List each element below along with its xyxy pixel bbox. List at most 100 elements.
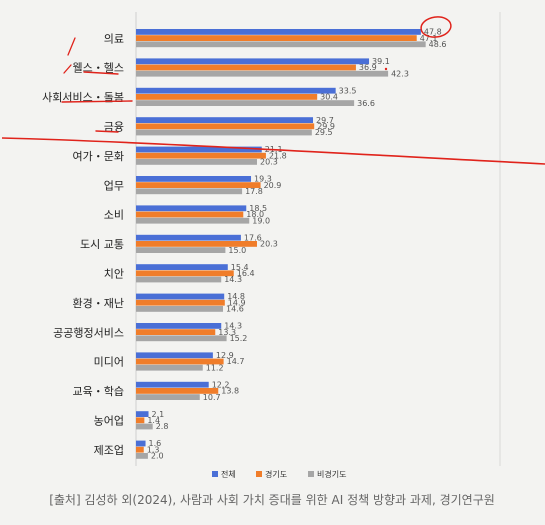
legend-label: 비경기도: [317, 469, 346, 479]
bar: [136, 146, 262, 153]
bar: [136, 234, 241, 241]
legend-swatch: [256, 471, 262, 477]
value-label: 15.0: [228, 246, 246, 255]
category-label: 미디어: [94, 356, 124, 369]
value-label: 15.2: [230, 334, 248, 343]
red-dot-mark: [384, 67, 388, 71]
handwritten-annotations: [1, 16, 545, 165]
bar: [136, 58, 370, 65]
bar: [136, 446, 144, 453]
value-label: 14.8: [227, 292, 245, 301]
category-label: 교육・학습: [73, 385, 124, 398]
bar: [136, 364, 203, 371]
category-label: 의료: [104, 32, 124, 45]
value-label: 13.8: [221, 387, 239, 396]
red-underline: [61, 100, 133, 103]
bar: [136, 394, 200, 400]
bar: [136, 381, 209, 388]
value-label: 11.2: [206, 363, 224, 372]
bar: [136, 352, 213, 359]
value-label: 15.4: [231, 263, 249, 272]
bar: [136, 35, 417, 41]
bar: [136, 41, 426, 48]
value-label: 47.8: [424, 28, 442, 37]
value-label: 36.9: [359, 63, 377, 72]
bar: [136, 129, 312, 136]
bar: [136, 176, 252, 182]
bar: [136, 323, 222, 329]
bar: [136, 293, 225, 300]
legend-swatch: [308, 471, 314, 477]
value-label: 47.1: [420, 34, 438, 43]
bar: [136, 188, 243, 195]
value-label: 29.5: [315, 128, 333, 137]
value-label: 13.3: [218, 328, 236, 337]
value-label: 14.9: [228, 298, 246, 307]
value-label: 2.1: [152, 410, 165, 419]
bar: [136, 205, 247, 212]
red-tick-mark: [63, 64, 72, 74]
value-label: 17.6: [244, 233, 262, 242]
value-label: 20.3: [260, 158, 278, 167]
bar: [136, 276, 222, 283]
category-label: 도시 교통: [80, 238, 124, 251]
legend-label: 경기도: [265, 469, 287, 479]
bar: [136, 64, 356, 71]
bar: [136, 388, 219, 394]
value-label: 14.7: [227, 357, 245, 366]
value-label: 21.8: [269, 151, 287, 160]
red-circle-mark: [420, 16, 452, 38]
category-label: 제조업: [94, 444, 124, 457]
value-label: 29.7: [316, 116, 334, 125]
value-label: 42.3: [391, 69, 409, 78]
value-label: 33.5: [339, 86, 357, 95]
value-label: 1.3: [147, 445, 160, 454]
bar: [136, 453, 148, 459]
category-label: 소비: [104, 209, 124, 222]
value-label: 30.4: [320, 93, 338, 102]
value-label: 20.9: [264, 181, 282, 190]
category-label: 공공행정서비스: [53, 326, 124, 339]
value-label: 18.5: [249, 204, 267, 213]
bar: [136, 440, 146, 447]
bar: [136, 159, 257, 165]
value-label: 14.3: [224, 275, 242, 284]
value-label: 19.3: [254, 175, 272, 184]
red-annotation-line: [1, 137, 545, 165]
bar: [136, 94, 318, 100]
category-label: 금융: [104, 121, 124, 134]
bar: [136, 29, 421, 35]
bar: [136, 411, 149, 417]
value-label: 12.9: [216, 351, 234, 360]
category-label: 치안: [104, 268, 124, 281]
bar: [136, 211, 244, 218]
red-underline: [95, 130, 119, 133]
bar: [136, 423, 153, 430]
value-label: 1.6: [149, 439, 162, 448]
source-caption: [출처] 김성하 외(2024), 사람과 사회 가치 증대를 위한 AI 정책…: [49, 492, 495, 507]
labels-layer: 의료47.847.148.6웰스・헬스39.136.942.3사회서비스・돌봄3…: [42, 28, 446, 461]
bar: [136, 335, 227, 342]
bar: [136, 152, 266, 159]
bars-layer: [136, 29, 426, 459]
bar: [136, 270, 234, 277]
value-label: 16.4: [237, 269, 255, 278]
bar: [136, 117, 314, 123]
bar: [136, 100, 355, 106]
legend-label: 전체: [221, 469, 236, 479]
legend: 전체 경기도 비경기도: [212, 469, 346, 479]
bar: [136, 182, 261, 188]
bar: [136, 217, 250, 224]
bar: [136, 70, 389, 77]
value-label: 14.3: [224, 322, 242, 331]
bar: [136, 417, 145, 424]
value-label: 14.6: [226, 305, 244, 314]
value-label: 36.6: [357, 99, 375, 108]
bar: [136, 358, 224, 365]
value-label: 2.8: [156, 422, 169, 431]
value-label: 29.9: [317, 122, 335, 131]
bar: [136, 247, 226, 253]
category-label: 농어업: [94, 415, 124, 428]
value-label: 2.0: [151, 452, 164, 461]
